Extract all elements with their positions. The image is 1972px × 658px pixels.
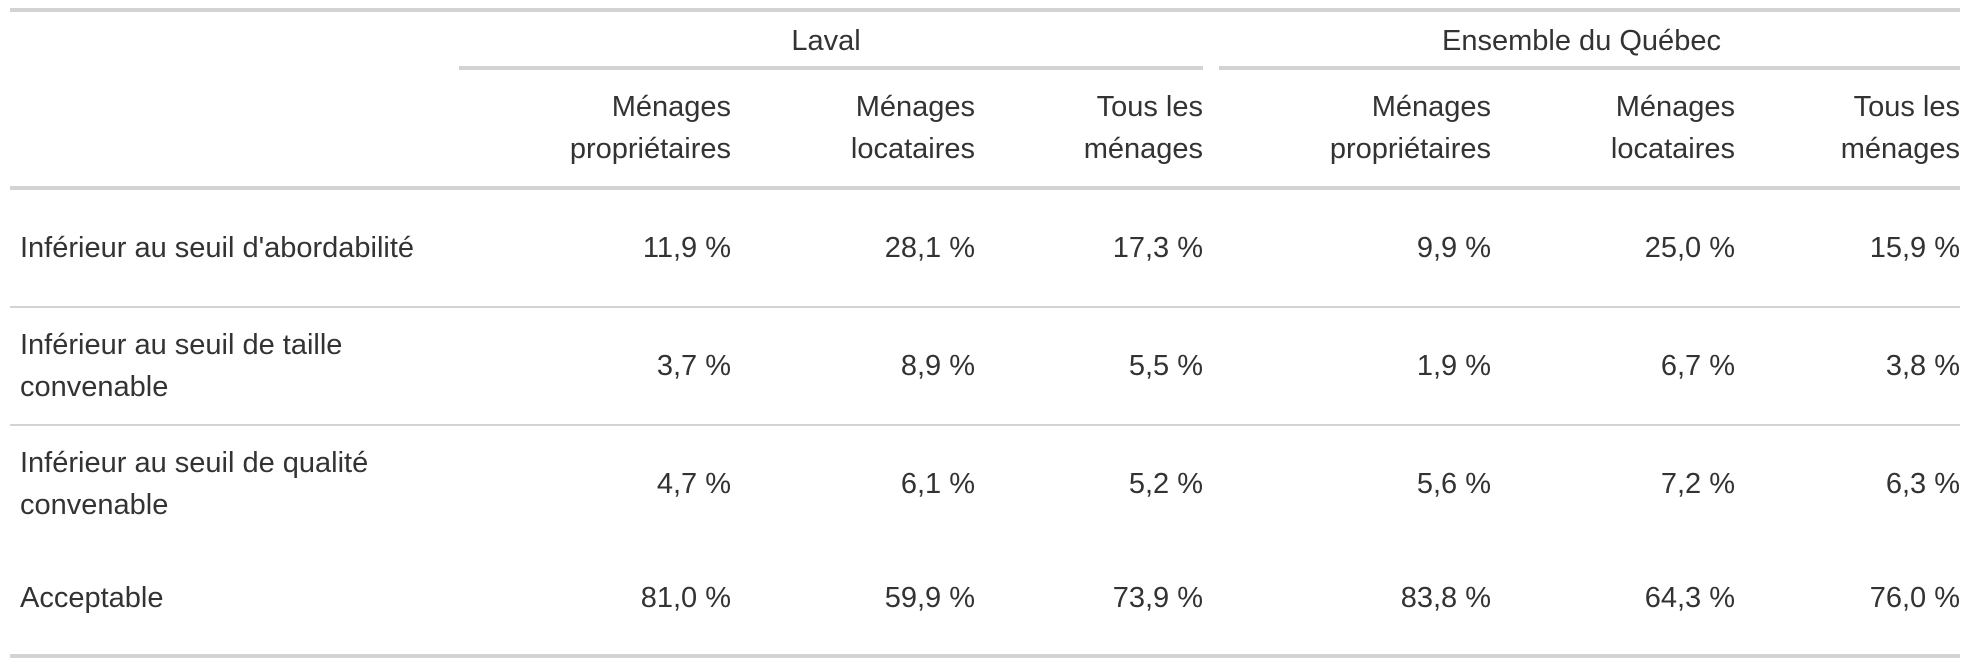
table-cell: 15,9 %	[1735, 188, 1960, 308]
table-cell: 59,9 %	[731, 542, 975, 658]
table-header: Laval Ensemble du Québec Ménages proprié…	[10, 10, 1960, 188]
column-header: Ménages propriétaires	[1203, 70, 1491, 188]
table-cell: 5,6 %	[1416, 468, 1491, 500]
table-cell: 4,7 %	[656, 468, 731, 500]
group-underline	[1219, 66, 1960, 70]
table-container: Laval Ensemble du Québec Ménages proprié…	[10, 10, 1960, 658]
row-label: Acceptable	[10, 542, 449, 658]
table-cell: 64,3 %	[1491, 542, 1735, 658]
column-header: Tous les ménages	[1735, 70, 1960, 188]
table-body: Inférieur au seuil d'abordabilité 11,9 %…	[10, 188, 1960, 658]
column-header-row: Ménages propriétaires Ménages locataires…	[10, 70, 1960, 188]
table-cell: 1,9 %	[1203, 307, 1491, 426]
group-label: Laval	[791, 25, 861, 57]
table-cell: 3,7 %	[449, 307, 731, 426]
table-row: Inférieur au seuil de taille convenable …	[10, 307, 1960, 426]
group-header-row: Laval Ensemble du Québec	[10, 10, 1960, 70]
column-header: Tous les ménages	[975, 70, 1203, 188]
row-label: Inférieur au seuil de taille convenable	[10, 307, 449, 426]
table-cell: 3,8 %	[1735, 307, 1960, 426]
table-row: Inférieur au seuil de qualité convenable…	[10, 425, 1960, 542]
group-underline	[459, 66, 1203, 70]
table-cell: 5,5 %	[975, 307, 1203, 426]
table-cell: 7,2 %	[1660, 468, 1735, 500]
empty-corner-cell	[10, 10, 449, 70]
row-label: Inférieur au seuil de qualité convenable	[20, 447, 369, 521]
table-cell: 6,3 %	[1885, 468, 1960, 500]
column-header: Ménages propriétaires	[449, 70, 731, 188]
group-label: Ensemble du Québec	[1442, 25, 1721, 57]
empty-label-header	[10, 70, 449, 188]
column-header-label: Ménages propriétaires	[569, 91, 731, 165]
table-cell: 25,0 %	[1491, 188, 1735, 308]
table-cell: 81,0 %	[449, 542, 731, 658]
table-cell: 83,8 %	[1203, 542, 1491, 658]
table-cell: 73,9 %	[975, 542, 1203, 658]
table-cell: 76,0 %	[1735, 542, 1960, 658]
table-cell: 17,3 %	[975, 188, 1203, 308]
column-header-label: Tous les ménages	[1083, 91, 1203, 165]
table-cell: 6,7 %	[1491, 307, 1735, 426]
column-header-label: Tous les ménages	[1840, 91, 1960, 165]
housing-table: Laval Ensemble du Québec Ménages proprié…	[10, 8, 1960, 658]
row-label: Inférieur au seuil d'abordabilité	[10, 188, 449, 308]
table-cell: 8,9 %	[731, 307, 975, 426]
group-header-quebec: Ensemble du Québec	[1203, 10, 1960, 70]
column-header: Ménages locataires	[1491, 70, 1735, 188]
table-cell: 6,1 %	[900, 468, 975, 500]
table-row: Acceptable 81,0 % 59,9 % 73,9 % 83,8 % 6…	[10, 542, 1960, 658]
group-header-laval: Laval	[449, 10, 1203, 70]
table-cell: 11,9 %	[449, 188, 731, 308]
table-row: Inférieur au seuil d'abordabilité 11,9 %…	[10, 188, 1960, 308]
table-cell: 28,1 %	[731, 188, 975, 308]
column-header-label: Ménages locataires	[1610, 91, 1735, 165]
table-cell: 5,2 %	[1128, 468, 1203, 500]
column-header: Ménages locataires	[731, 70, 975, 188]
table-cell: 9,9 %	[1203, 188, 1491, 308]
column-header-label: Ménages propriétaires	[1329, 91, 1491, 165]
column-header-label: Ménages locataires	[850, 91, 975, 165]
